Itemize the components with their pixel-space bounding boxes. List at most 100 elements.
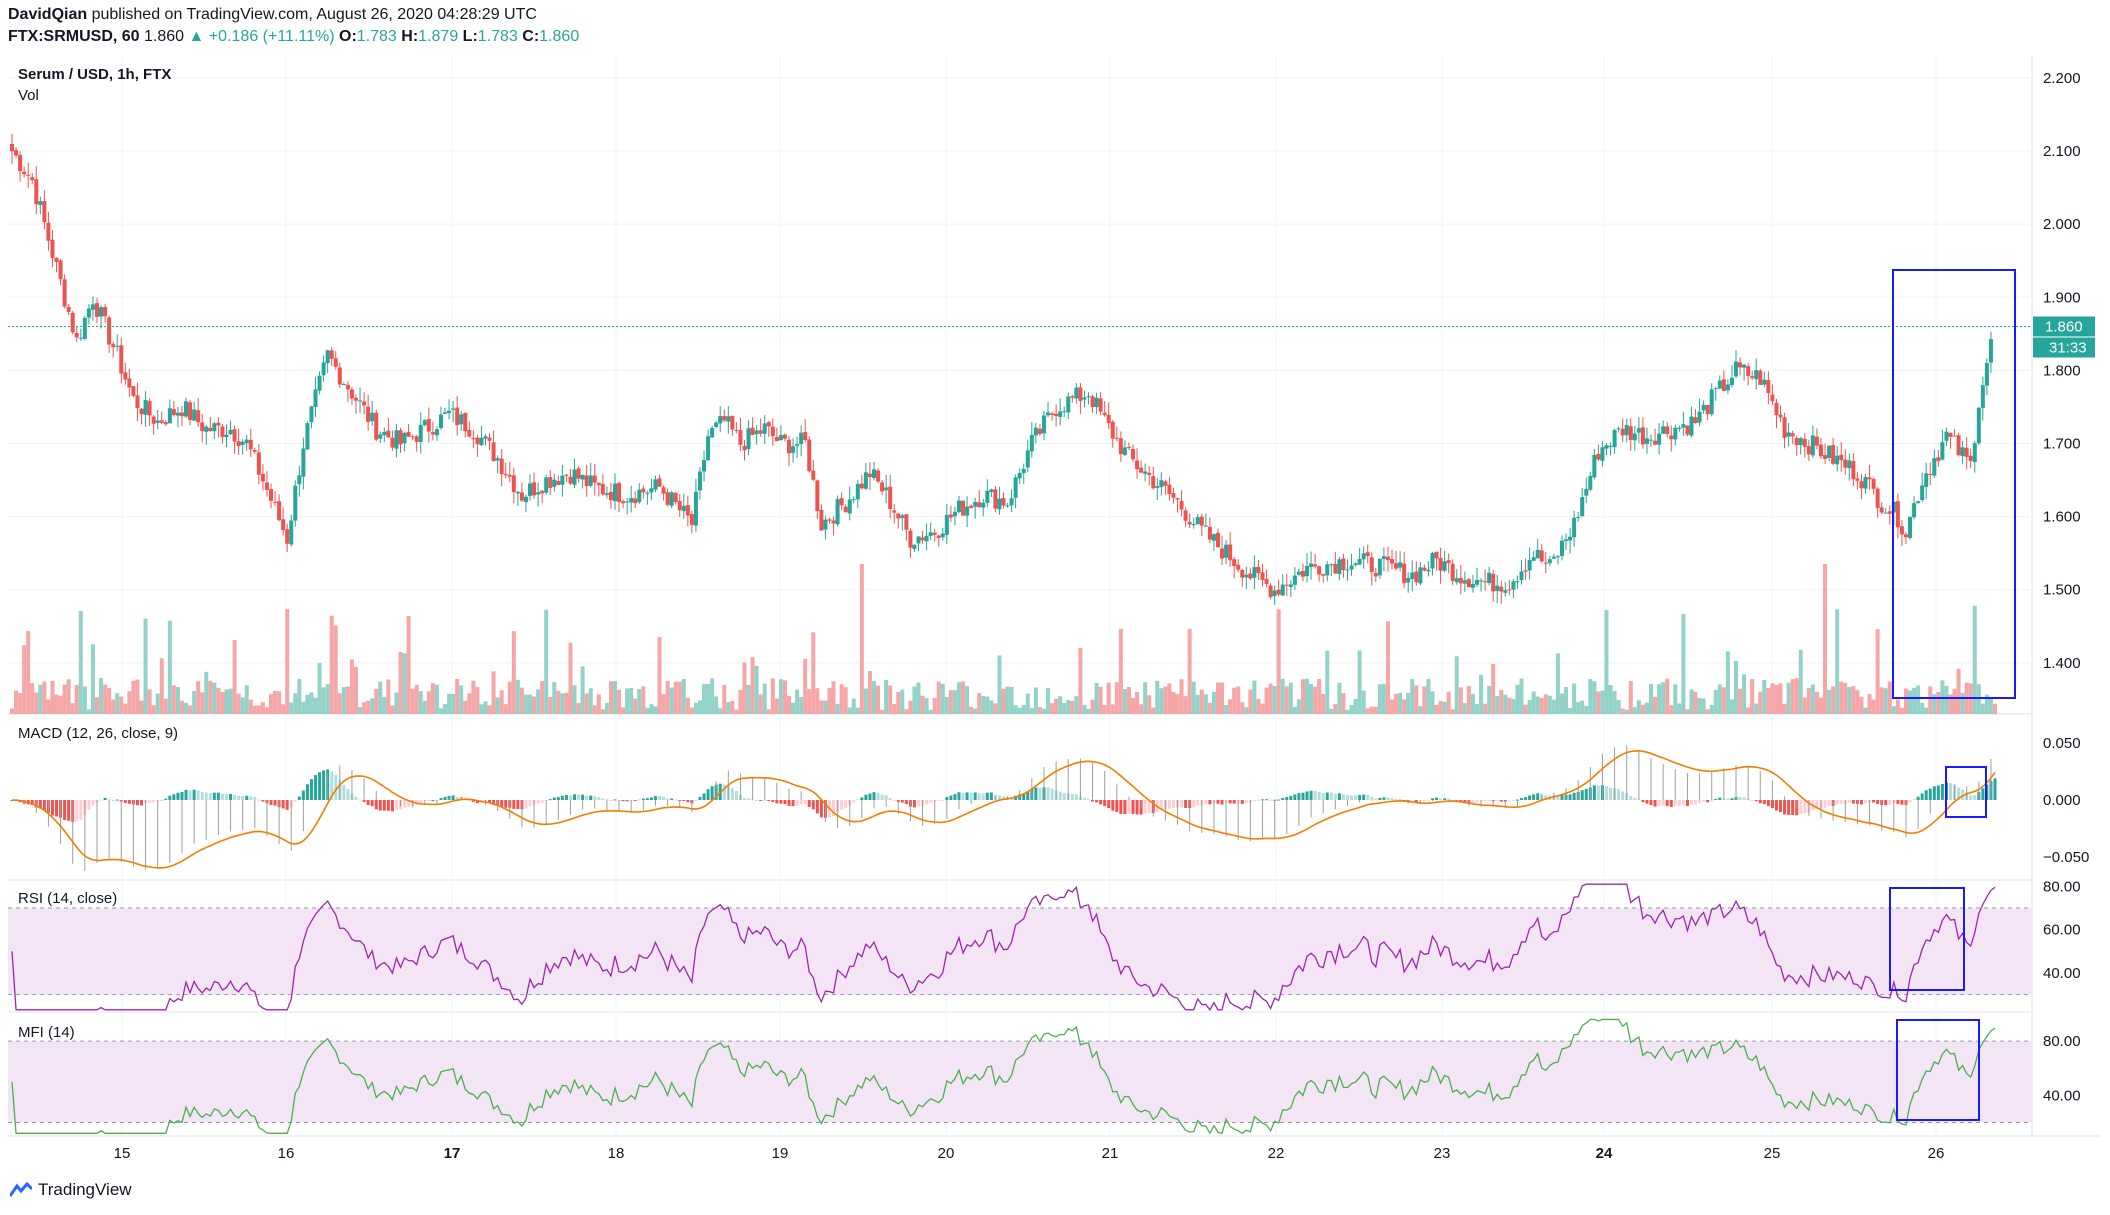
volume-bar — [734, 709, 739, 714]
macd-histogram-bar — [556, 797, 560, 800]
volume-bar — [1430, 691, 1435, 714]
volume-bar — [232, 639, 237, 714]
macd-histogram-bar — [172, 794, 176, 800]
macd-histogram-bar — [1993, 778, 1997, 800]
candle-body — [1398, 562, 1403, 568]
volume-bar — [1487, 686, 1492, 714]
candle-body — [799, 432, 804, 445]
candle-body — [1005, 505, 1010, 507]
volume-bar — [1742, 674, 1747, 714]
volume-bar — [317, 662, 322, 714]
macd-legend[interactable]: MACD (12, 26, close, 9) — [18, 725, 179, 742]
candle-body — [961, 500, 966, 516]
macd-histogram-bar — [305, 784, 309, 800]
candle-body — [989, 489, 994, 493]
footer-brand[interactable]: TradingView — [38, 1180, 132, 1199]
macd-histogram-bar — [427, 800, 431, 801]
candle-body — [697, 471, 702, 491]
candle-body — [115, 345, 120, 347]
volume-bar — [1928, 686, 1933, 714]
volume-bar — [924, 698, 929, 714]
macd-histogram-bar — [447, 795, 451, 800]
candle-body — [1555, 556, 1560, 558]
macd-histogram-bar — [1095, 800, 1099, 803]
volume-bar — [1224, 704, 1229, 714]
main-series-title[interactable]: Serum / USD, 1h, FTX — [18, 66, 172, 83]
volume-bar — [1280, 678, 1285, 714]
candle-body — [811, 470, 816, 480]
volume-bar — [859, 564, 864, 714]
macd-histogram-bar — [281, 800, 285, 809]
candle-body — [34, 179, 39, 205]
macd-histogram-bar — [346, 789, 350, 800]
candle-body — [317, 375, 322, 391]
volume-bar — [240, 697, 245, 714]
candle-body — [1543, 562, 1548, 564]
macd-histogram-bar — [1957, 787, 1961, 800]
candle-body — [576, 468, 581, 479]
volume-legend[interactable]: Vol — [18, 87, 39, 104]
candle-body — [859, 483, 864, 489]
volume-bar — [127, 691, 132, 714]
volume-bar — [212, 682, 217, 714]
volume-bar — [706, 683, 711, 714]
volume-bar — [1390, 699, 1395, 714]
macd-histogram-bar — [1649, 800, 1653, 805]
candle-body — [1604, 445, 1609, 449]
macd-histogram-bar — [1673, 800, 1677, 807]
candle-body — [1171, 493, 1176, 498]
volume-bar — [1163, 686, 1168, 714]
volume-bar — [697, 700, 702, 714]
candle-body — [1361, 553, 1366, 560]
volume-bar — [418, 691, 423, 714]
macd-histogram-bar — [775, 800, 779, 804]
volume-bar — [321, 687, 326, 714]
volume-bar — [944, 697, 949, 714]
candle-body — [1410, 572, 1415, 580]
volume-bar — [1054, 698, 1059, 714]
macd-histogram-bar — [1143, 800, 1147, 814]
macd-histogram-bar — [1532, 794, 1536, 800]
candle-body — [1414, 571, 1419, 583]
candle-body — [406, 431, 411, 437]
symbol-label[interactable]: FTX:SRMUSD, 60 — [8, 28, 140, 45]
volume-bar — [155, 693, 160, 714]
volume-bar — [62, 684, 67, 714]
candle-body — [649, 488, 654, 493]
macd-histogram-bar — [1131, 800, 1135, 814]
candle-body — [1920, 485, 1925, 500]
volume-bar — [269, 694, 274, 714]
author-name[interactable]: DavidQian — [8, 6, 88, 23]
volume-bar — [782, 680, 787, 714]
candle-body — [1871, 478, 1876, 489]
rsi-legend[interactable]: RSI (14, close) — [18, 890, 118, 907]
volume-bar — [876, 685, 881, 714]
candle-body — [337, 367, 342, 385]
macd-histogram-bar — [1750, 800, 1754, 801]
macd-histogram-bar — [888, 798, 892, 800]
macd-histogram-bar — [334, 774, 338, 800]
candle-body — [556, 480, 561, 485]
volume-bar — [337, 693, 342, 714]
volume-bar — [564, 692, 569, 714]
candle-body — [139, 408, 144, 415]
macd-histogram-bar — [229, 793, 233, 800]
macd-histogram-bar — [1289, 796, 1293, 800]
macd-histogram-bar — [1192, 800, 1196, 808]
volume-bar — [1649, 683, 1654, 714]
candle-body — [220, 426, 225, 437]
macd-histogram-bar — [1086, 799, 1090, 801]
volume-bar — [1345, 709, 1350, 714]
macd-histogram-bar — [342, 784, 346, 800]
volume-bar — [1920, 702, 1925, 714]
candle-body — [1288, 584, 1293, 588]
macd-histogram-bar — [985, 792, 989, 800]
candle-body — [1916, 501, 1921, 504]
mfi-legend[interactable]: MFI (14) — [18, 1024, 75, 1041]
candle-body — [252, 450, 257, 452]
candle-body — [928, 532, 933, 536]
volume-bar — [1272, 686, 1277, 714]
volume-bar — [167, 620, 172, 714]
price-badge-bg — [2033, 316, 2095, 337]
